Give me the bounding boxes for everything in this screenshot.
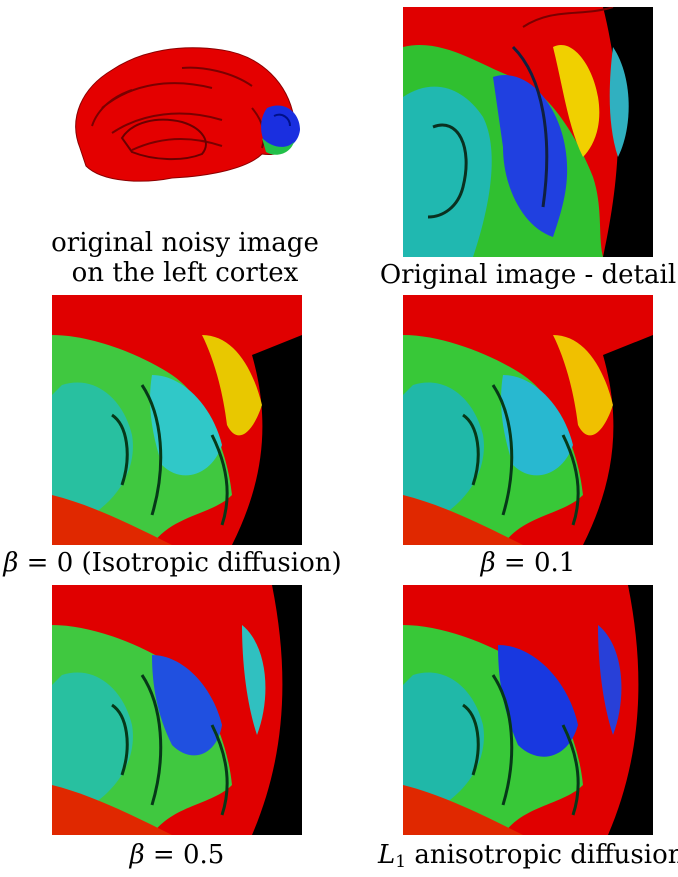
caption-line-1: Original image - detail — [379, 260, 677, 290]
beta-symbol: β — [480, 548, 496, 578]
beta-05-surface-render — [52, 585, 302, 835]
brain-surface-render — [75, 47, 300, 182]
caption-value: = 0.1 — [495, 548, 576, 578]
caption-beta-05: β = 0.5 — [52, 840, 302, 870]
beta-01-surface-render — [403, 295, 653, 545]
caption-l1-anisotropic: L1 anisotropic diffusion — [378, 840, 678, 877]
brain-overview-image — [62, 38, 308, 198]
caption-original-noisy-image: original noisy image on the left cortex — [20, 228, 350, 288]
caption-line-1: original noisy image — [51, 228, 319, 258]
l-subscript: 1 — [395, 852, 407, 872]
caption-beta-01: β = 0.1 — [403, 548, 653, 578]
beta-05-image — [52, 585, 302, 835]
l1-image — [403, 585, 653, 835]
caption-beta-0: β = 0 (Isotropic diffusion) — [0, 548, 345, 578]
detail-surface-render — [403, 7, 653, 257]
original-detail-image — [403, 7, 653, 257]
beta-01-image — [403, 295, 653, 545]
caption-value: anisotropic diffusion — [406, 840, 678, 870]
caption-value: = 0.5 — [144, 840, 225, 870]
beta-0-surface-render — [52, 295, 302, 545]
beta-0-image — [52, 295, 302, 545]
l-symbol: L — [378, 840, 396, 870]
beta-symbol: β — [129, 840, 145, 870]
caption-original-detail: Original image - detail — [378, 260, 678, 290]
beta-symbol: β — [3, 548, 19, 578]
caption-value: = 0 (Isotropic diffusion) — [18, 548, 342, 578]
caption-line-2: on the left cortex — [71, 258, 299, 288]
l1-surface-render — [403, 585, 653, 835]
